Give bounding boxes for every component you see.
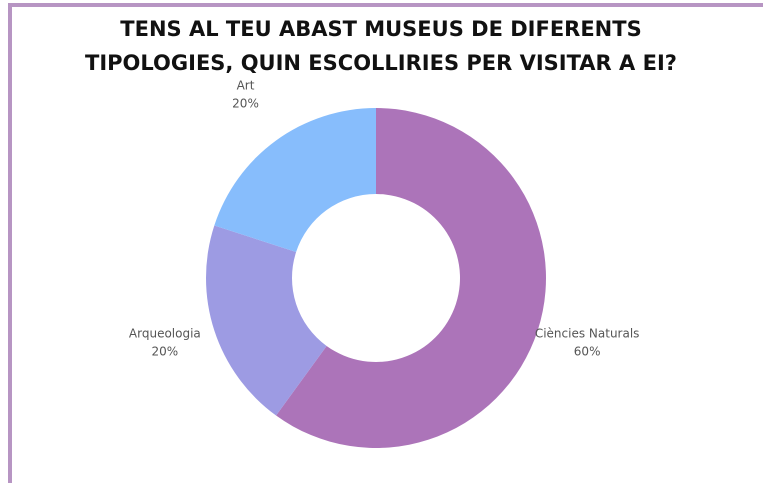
donut-slice	[214, 108, 376, 253]
chart-title: TIPOLOGIES, QUIN ESCOLLIRIES PER VISITAR…	[85, 51, 677, 75]
slice-value-label: 20%	[152, 345, 179, 359]
donut-slice	[206, 225, 327, 416]
slice-value-label: 60%	[574, 345, 601, 359]
slice-label: Ciències Naturals	[535, 327, 640, 341]
chart-title: TENS AL TEU ABAST MUSEUS DE DIFERENTS	[120, 17, 641, 41]
slice-label: Arqueologia	[129, 327, 201, 341]
frame	[8, 3, 763, 483]
donut-slice	[276, 108, 546, 449]
slice-label: Art	[237, 78, 255, 92]
slice-value-label: 20%	[232, 96, 259, 110]
